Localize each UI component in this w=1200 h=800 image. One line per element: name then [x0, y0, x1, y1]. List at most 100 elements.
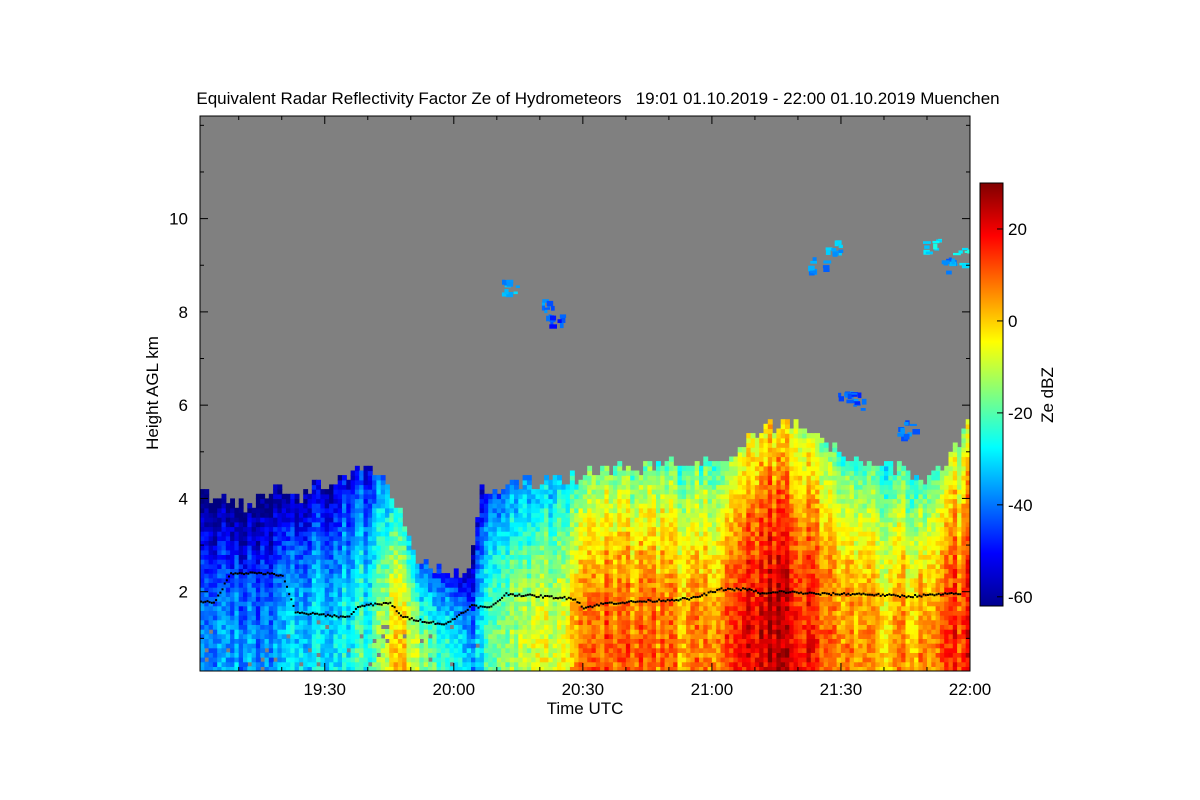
- reflectivity-cell: [690, 498, 696, 504]
- reflectivity-cell: [436, 591, 442, 597]
- reflectivity-cell: [320, 647, 326, 653]
- reflectivity-cell: [324, 582, 330, 588]
- reflectivity-cell: [410, 573, 416, 579]
- reflectivity-cell: [466, 596, 472, 602]
- reflectivity-cell: [673, 493, 679, 500]
- reflectivity-cell: [539, 638, 545, 644]
- reflectivity-cell: [690, 573, 696, 579]
- reflectivity-cell: [505, 531, 511, 537]
- reflectivity-cell: [754, 638, 760, 644]
- reflectivity-cell: [600, 507, 605, 514]
- reflectivity-cell: [281, 577, 287, 583]
- reflectivity-cell: [656, 512, 661, 518]
- reflectivity-cell: [208, 605, 214, 611]
- reflectivity-cell: [385, 596, 390, 602]
- reflectivity-cell: [660, 633, 666, 639]
- reflectivity-cell: [690, 512, 696, 518]
- reflectivity-cell: [501, 661, 506, 667]
- reflectivity-cell: [531, 657, 537, 663]
- reflectivity-cell: [552, 605, 558, 611]
- reflectivity-cell: [462, 652, 468, 658]
- reflectivity-cell: [479, 647, 485, 653]
- reflectivity-cell: [311, 601, 317, 607]
- reflectivity-cell: [423, 638, 429, 644]
- reflectivity-cell: [294, 521, 300, 528]
- reflectivity-cell: [707, 605, 713, 611]
- reflectivity-cell: [630, 489, 636, 495]
- reflectivity-cell: [311, 531, 317, 537]
- reflectivity-cell: [746, 442, 752, 448]
- reflectivity-cell: [625, 484, 631, 490]
- reflectivity-cell: [243, 559, 248, 565]
- reflectivity-cell: [673, 587, 679, 593]
- reflectivity-cell: [389, 615, 395, 621]
- reflectivity-cell: [367, 638, 373, 644]
- reflectivity-cell: [363, 629, 369, 635]
- reflectivity-cell: [294, 559, 300, 565]
- reflectivity-cell: [703, 624, 709, 630]
- reflectivity-cell: [595, 573, 601, 579]
- reflectivity-cell: [535, 591, 541, 597]
- reflectivity-cell: [397, 517, 403, 523]
- reflectivity-cell: [380, 526, 386, 532]
- reflectivity-cell: [286, 559, 291, 565]
- reflectivity-cell: [522, 619, 528, 625]
- reflectivity-cell: [406, 573, 412, 579]
- reflectivity-cell: [359, 587, 365, 593]
- reflectivity-cell: [380, 517, 386, 523]
- reflectivity-cell: [591, 657, 597, 663]
- reflectivity-cell: [625, 535, 631, 541]
- reflectivity-cell: [363, 573, 369, 579]
- reflectivity-cell: [260, 517, 266, 523]
- reflectivity-cell: [565, 568, 571, 574]
- reflectivity-cell: [281, 629, 287, 635]
- reflectivity-cell: [243, 610, 248, 616]
- reflectivity-cell: [342, 605, 347, 611]
- reflectivity-cell: [273, 661, 278, 667]
- reflectivity-cell: [479, 577, 485, 583]
- reflectivity-cell: [522, 540, 528, 546]
- reflectivity-cell: [200, 666, 205, 671]
- reflectivity-cell: [578, 498, 584, 504]
- reflectivity-cell: [526, 647, 532, 653]
- reflectivity-cell: [298, 545, 304, 551]
- reflectivity-cell: [492, 587, 498, 593]
- reflectivity-cell: [290, 587, 296, 593]
- reflectivity-cell: [591, 489, 597, 495]
- reflectivity-cell: [372, 549, 377, 555]
- reflectivity-cell: [346, 512, 352, 518]
- reflectivity-cell: [716, 647, 722, 653]
- reflectivity-cell: [286, 577, 291, 583]
- reflectivity-cell: [307, 666, 313, 671]
- reflectivity-cell: [742, 465, 747, 472]
- reflectivity-cell: [496, 643, 502, 649]
- reflectivity-cell: [514, 601, 519, 607]
- reflectivity-cell: [496, 568, 502, 574]
- reflectivity-cell: [410, 587, 416, 593]
- reflectivity-cell: [557, 475, 562, 481]
- reflectivity-cell: [587, 643, 593, 649]
- reflectivity-cell: [514, 629, 519, 635]
- reflectivity-cell: [329, 517, 334, 523]
- reflectivity-cell: [681, 470, 687, 476]
- reflectivity-cell: [668, 591, 674, 597]
- reflectivity-cell: [445, 610, 451, 616]
- reflectivity-cell: [660, 573, 666, 579]
- reflectivity-cell: [673, 475, 679, 481]
- reflectivity-cell: [587, 540, 593, 546]
- reflectivity-cell: [699, 596, 704, 602]
- reflectivity-cell: [699, 582, 704, 588]
- reflectivity-cell: [402, 568, 408, 574]
- reflectivity-cell: [337, 661, 343, 667]
- reflectivity-cell: [733, 647, 739, 653]
- reflectivity-cell: [251, 545, 257, 551]
- reflectivity-cell: [492, 559, 498, 565]
- reflectivity-cell: [595, 479, 601, 486]
- reflectivity-cell: [539, 498, 545, 504]
- reflectivity-cell: [694, 591, 700, 597]
- reflectivity-cell: [367, 479, 373, 486]
- reflectivity-cell: [393, 549, 399, 555]
- reflectivity-cell: [436, 661, 442, 667]
- reflectivity-cell: [711, 517, 717, 523]
- reflectivity-cell: [660, 619, 666, 625]
